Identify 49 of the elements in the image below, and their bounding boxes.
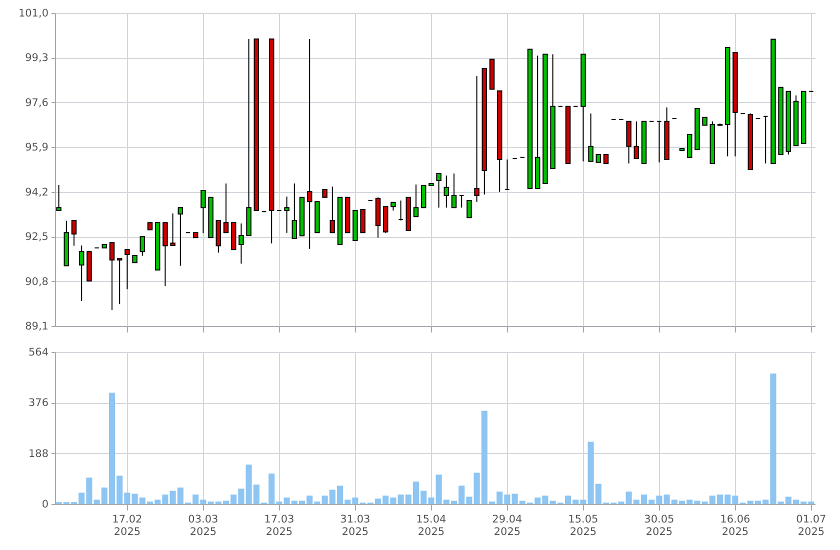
candlestick [178, 207, 184, 266]
y-tick-label: 95,9 [25, 142, 48, 154]
candlestick [466, 200, 472, 218]
y-tick-label: 89,1 [25, 320, 48, 332]
candlestick [360, 208, 366, 234]
candlestick [162, 222, 168, 287]
x-tick-label: 17.02 2025 [112, 514, 142, 538]
candlestick [451, 172, 457, 208]
candlestick [238, 222, 244, 264]
x-tick-label: 01.07 2025 [796, 514, 826, 538]
y-tick-label: 92,5 [25, 231, 48, 244]
y-tick-label: 564 [28, 346, 49, 358]
candlestick [444, 175, 450, 208]
candlestick [436, 172, 442, 208]
candlestick [124, 248, 130, 290]
candlestick [474, 76, 480, 202]
x-tick-label: 30.05 2025 [644, 514, 674, 538]
y-tick-label: 97,6 [25, 96, 49, 109]
candlestick [78, 245, 84, 302]
candlestick [588, 112, 594, 162]
y-tick-label: 94,2 [25, 186, 48, 198]
y-tick-label: 90,8 [25, 276, 48, 288]
candlestick [634, 120, 640, 159]
y-tick-label: 99,3 [25, 52, 48, 64]
candlestick [306, 38, 312, 250]
x-tick-label: 29.04 2025 [492, 514, 523, 538]
x-tick-label: 17.03 2025 [264, 514, 294, 538]
candlestick [140, 236, 146, 256]
x-tick-label: 15.05 2025 [568, 514, 598, 538]
x-tick-label: 15.04 2025 [416, 514, 447, 538]
y-tick-label: 0 [42, 498, 48, 510]
x-tick-label: 31.03 2025 [340, 514, 370, 538]
candlestick [284, 196, 290, 234]
candlestick [330, 186, 336, 234]
y-tick-label: 188 [28, 448, 48, 460]
candlestick [292, 182, 298, 239]
x-tick-label: 03.03 2025 [188, 514, 218, 538]
candlestick [686, 134, 692, 158]
candlestick [109, 242, 115, 310]
candlestick [420, 185, 426, 208]
y-tick-label: 101,0 [18, 8, 48, 20]
candlestick [170, 212, 176, 246]
candlestick [223, 182, 229, 234]
x-tick-label: 16.06 2025 [720, 514, 751, 538]
candlestick [116, 258, 122, 304]
y-tick-label: 376 [28, 397, 49, 410]
candlestick [71, 220, 77, 246]
candlestick [413, 184, 419, 218]
candlestick [200, 190, 206, 234]
